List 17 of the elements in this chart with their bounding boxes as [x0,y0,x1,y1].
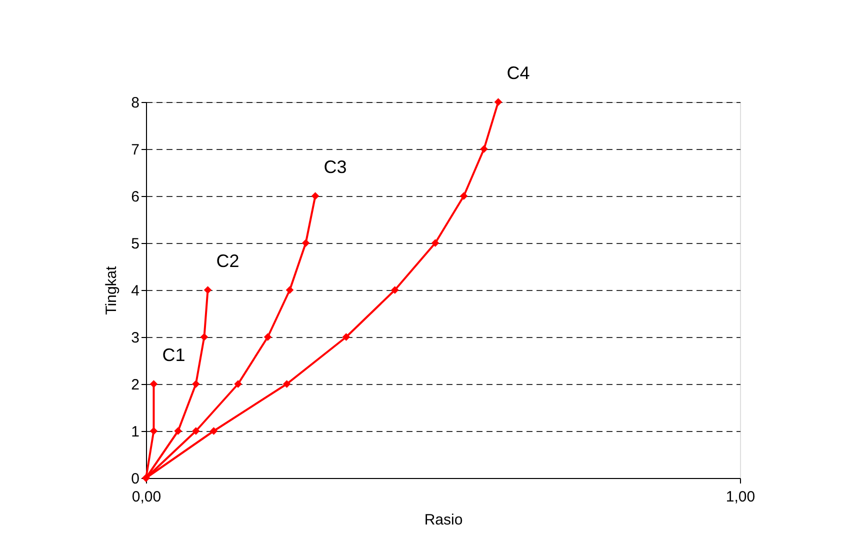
y-tick-label: 2 [131,376,140,394]
annotation: C3 [324,157,347,177]
x-axis-title: Rasio [424,512,463,528]
annotation: C4 [506,63,530,83]
y-tick-label: 8 [131,94,140,112]
annotation: C1 [162,345,186,365]
y-tick-label: 5 [131,236,140,252]
x-tick-label: 0,00 [132,488,162,506]
y-tick-label: 7 [131,142,140,158]
x-tick-label: 1,00 [726,488,756,506]
annotation: C2 [216,251,240,271]
y-axis-title: Tingkat [103,265,120,315]
y-tick-label: 3 [131,330,140,346]
y-tick-label: 1 [131,424,140,440]
y-tick-label: 0 [131,470,140,488]
y-tick-label: 4 [131,282,140,300]
y-tick-label: 6 [131,188,140,206]
